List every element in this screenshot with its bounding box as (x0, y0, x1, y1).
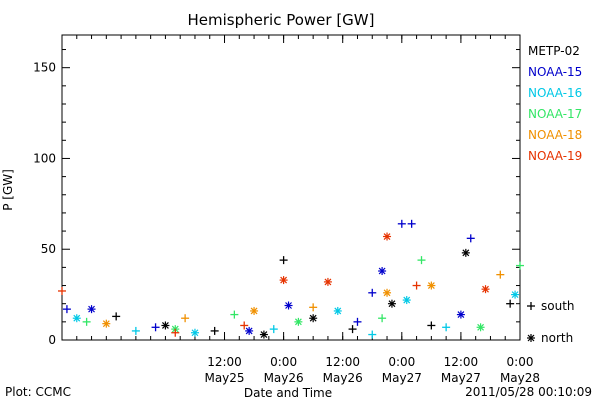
north-star-marker (402, 296, 411, 305)
south-plus-marker (58, 286, 66, 295)
north-star-marker (476, 323, 485, 332)
south-plus-marker (181, 314, 190, 323)
marker-legend: south north (527, 299, 575, 345)
south-plus-marker (378, 314, 387, 323)
south-plus-marker (407, 219, 416, 228)
x-tick-date-label: May28 (500, 371, 540, 385)
south-plus-marker (112, 312, 121, 321)
series-noaa-17 (82, 256, 524, 334)
chart-title: Hemispheric Power [GW] (188, 11, 375, 29)
y-axis-ticks: 0 50 100 150 (33, 49, 520, 347)
north-star-marker (309, 314, 318, 323)
south-plus-marker (368, 288, 377, 297)
series-noaa-15 (62, 219, 475, 335)
x-tick-time-label: 0:00 (270, 355, 297, 369)
x-tick-date-label: May27 (441, 371, 481, 385)
south-plus-marker (240, 321, 249, 330)
south-plus-marker (348, 325, 357, 334)
legend-item-metp-02: METP-02 (528, 44, 580, 58)
south-plus-marker (131, 326, 140, 335)
north-star-marker (527, 334, 535, 342)
south-plus-marker (417, 256, 426, 265)
north-star-marker (333, 306, 342, 315)
north-star-marker (190, 328, 199, 337)
south-plus-marker (309, 303, 318, 312)
x-axis-ticks: 12:00 May25 0:00 May26 12:00 May26 0:00 May27 12… (61, 35, 540, 385)
north-star-marker (511, 290, 520, 299)
north-star-marker (87, 305, 96, 314)
x-tick-time-label: 12:00 (444, 355, 479, 369)
south-plus-marker (466, 234, 475, 243)
south-plus-marker (210, 326, 219, 335)
x-tick-date-label: May26 (323, 371, 363, 385)
south-plus-marker (412, 281, 421, 290)
x-tick-time-label: 12:00 (325, 355, 360, 369)
x-tick-date-label: May25 (204, 371, 244, 385)
x-axis-label: Date and Time (244, 386, 332, 400)
legend-item-noaa-19: NOAA-19 (528, 149, 582, 163)
north-star-marker (294, 317, 303, 326)
legend-item-noaa-15: NOAA-15 (528, 65, 582, 79)
series-metp-02 (112, 248, 515, 339)
marker-legend-label-north: north (541, 331, 573, 345)
north-star-marker (259, 330, 268, 339)
y-tick-label: 100 (33, 151, 56, 165)
legend-item-noaa-18: NOAA-18 (528, 128, 582, 142)
north-star-marker (383, 232, 392, 241)
y-tick-label: 0 (48, 333, 56, 347)
x-tick-time-label: 0:00 (388, 355, 415, 369)
x-tick-time-label: 0:00 (507, 355, 534, 369)
south-plus-marker (442, 323, 451, 332)
legend-item-noaa-17: NOAA-17 (528, 107, 582, 121)
x-tick-date-label: May27 (382, 371, 422, 385)
x-tick-time-label: 12:00 (207, 355, 242, 369)
north-star-marker (461, 248, 470, 257)
y-axis-label: P [GW] (1, 169, 15, 211)
north-star-marker (161, 321, 170, 330)
legend-item-noaa-16: NOAA-16 (528, 86, 582, 100)
north-star-marker (427, 281, 436, 290)
north-star-marker (323, 277, 332, 286)
north-star-marker (250, 306, 259, 315)
south-plus-marker (279, 256, 288, 265)
south-plus-marker (496, 270, 505, 279)
marker-legend-label-south: south (541, 299, 575, 313)
south-plus-marker (397, 219, 406, 228)
x-tick-date-label: May26 (264, 371, 304, 385)
north-star-marker (383, 288, 392, 297)
south-plus-marker (368, 330, 377, 339)
north-star-marker (481, 285, 490, 294)
south-plus-marker (151, 323, 160, 332)
north-star-marker (284, 301, 293, 310)
north-star-marker (72, 314, 81, 323)
north-star-marker (279, 276, 288, 285)
south-plus-marker (62, 305, 71, 314)
series-noaa-19 (58, 232, 490, 337)
south-plus-marker (506, 299, 515, 308)
north-star-marker (456, 310, 465, 319)
south-plus-marker (353, 317, 362, 326)
plot-frame (61, 34, 521, 341)
y-tick-label: 50 (41, 242, 56, 256)
south-plus-marker (527, 302, 535, 310)
north-star-marker (387, 299, 396, 308)
south-plus-marker (171, 328, 180, 337)
south-plus-marker (427, 321, 436, 330)
legend: METP-02 NOAA-15 NOAA-16 NOAA-17 NOAA-18 NOAA-… (528, 44, 582, 163)
plot-credit: Plot: CCMC (5, 385, 71, 399)
south-plus-marker (82, 317, 91, 326)
y-tick-label: 150 (33, 61, 56, 75)
plot-timestamp: 2011/05/28 00:10:09 (465, 385, 592, 399)
data-points (58, 219, 524, 339)
series-noaa-18 (102, 270, 505, 328)
series-noaa-16 (72, 290, 520, 339)
south-plus-marker (516, 261, 524, 270)
north-star-marker (245, 326, 254, 335)
south-plus-marker (230, 310, 239, 319)
south-plus-marker (269, 325, 278, 334)
north-star-marker (378, 267, 387, 276)
north-star-marker (102, 319, 111, 328)
